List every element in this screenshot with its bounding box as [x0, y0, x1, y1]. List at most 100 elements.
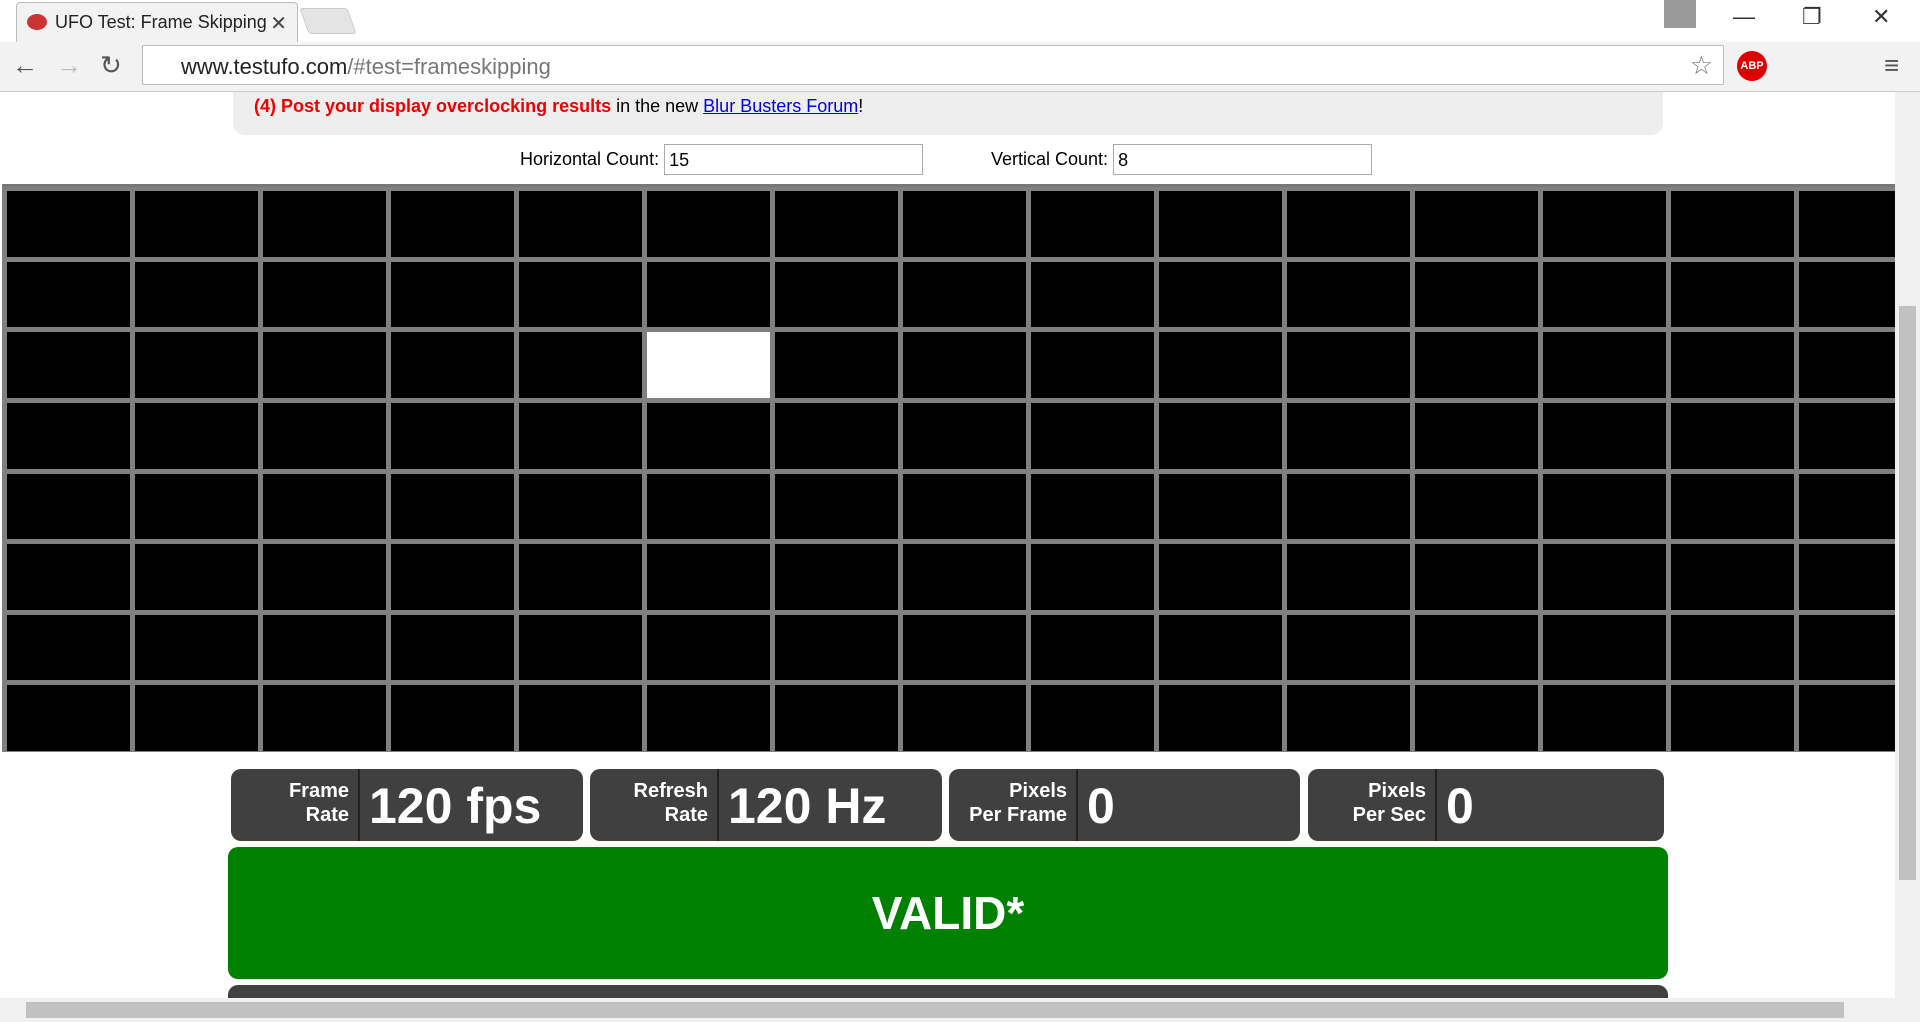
- info-box: (4) Post your display overclocking resul…: [233, 92, 1663, 135]
- grid-cell: [1031, 685, 1154, 751]
- grid-cell: [1799, 614, 1895, 681]
- stat-value: 120 Hz: [728, 778, 887, 834]
- vertical-count: Vertical Count: 8: [991, 144, 1373, 175]
- address-bar[interactable]: www.testufo.com/#test=frameskipping ☆: [142, 45, 1724, 85]
- reload[interactable]: ↻: [100, 50, 122, 80]
- grid-cell: [1671, 685, 1794, 751]
- grid-cell: [647, 473, 770, 540]
- grid-cell: [903, 261, 1026, 328]
- grid-cell: [263, 544, 386, 610]
- grid-cell: [1031, 402, 1154, 469]
- grid-cell: [391, 544, 514, 610]
- stat-label: Frame Rate: [231, 779, 349, 827]
- menu[interactable]: ≡: [1884, 50, 1900, 80]
- grid-cell: [1543, 473, 1666, 540]
- input[interactable]: 8: [1113, 144, 1373, 175]
- grid-cell: [775, 685, 898, 751]
- grid-cell: [1543, 685, 1666, 751]
- tab-title: UFO Test: Frame Skipping: [55, 12, 267, 32]
- grid-cell: [135, 332, 258, 398]
- stat-label-line: Rate: [664, 804, 708, 826]
- grid-cell: [1415, 544, 1538, 610]
- horizontal-count: Horizontal Count: 15: [520, 144, 924, 175]
- label: Horizontal Count:: [520, 149, 660, 169]
- close[interactable]: ✕: [1872, 4, 1891, 29]
- grid-cell: [1031, 473, 1154, 540]
- grid-cell: [1543, 402, 1666, 469]
- grid-cell: [7, 402, 130, 469]
- grid-cell: [1671, 191, 1794, 257]
- grid-cell: [1671, 402, 1794, 469]
- grid-cell: [1159, 191, 1282, 257]
- grid-cell: [1799, 685, 1895, 751]
- grid-cell: [519, 402, 642, 469]
- tab[interactable]: UFO Test: Frame Skipping ✕: [16, 2, 298, 42]
- forward[interactable]: →: [56, 50, 82, 80]
- grid-cell: [263, 402, 386, 469]
- grid-cell: [1159, 402, 1282, 469]
- grid-cell: [391, 473, 514, 540]
- grid-cell: [647, 402, 770, 469]
- grid-cell: [775, 332, 898, 398]
- grid-cell: [135, 191, 258, 257]
- grid-cell: [391, 191, 514, 257]
- stat-value: 120 fps: [369, 778, 542, 834]
- grid-cell: [7, 544, 130, 610]
- grid-cell: [1671, 614, 1794, 681]
- grid-cell: [775, 402, 898, 469]
- grid-cell: [1415, 261, 1538, 328]
- grid-cell: [1799, 332, 1895, 398]
- stat-box: Pixels Per Frame 0: [949, 769, 1300, 841]
- stat-label-line: Pixels: [1368, 780, 1426, 802]
- divider: [717, 769, 719, 841]
- grid-cell: [903, 544, 1026, 610]
- profile[interactable]: [1664, 0, 1696, 28]
- grid-cell: [903, 614, 1026, 681]
- grid-cell: [263, 614, 386, 681]
- stat-label-line: Per Frame: [969, 804, 1067, 826]
- tab-bar: UFO Test: Frame Skipping ✕ — ❐ ✕: [0, 0, 1920, 42]
- grid-cell: [391, 332, 514, 398]
- grid-cell: [1543, 191, 1666, 257]
- grid-cell: [519, 473, 642, 540]
- grid-cell: [7, 614, 130, 681]
- grid-cell: [263, 261, 386, 328]
- divider: [1076, 769, 1078, 841]
- stat-label-line: Frame: [288, 780, 349, 802]
- grid-cell: [135, 614, 258, 681]
- stat-value: 0: [1446, 778, 1474, 834]
- grid-cell: [1031, 544, 1154, 610]
- forum-link[interactable]: Blur Busters Forum: [703, 96, 859, 116]
- grid-cell: [647, 191, 770, 257]
- grid-cell: [519, 191, 642, 257]
- grid-cell: [647, 261, 770, 328]
- grid-cell: [1287, 685, 1410, 751]
- input[interactable]: 15: [664, 144, 924, 175]
- grid-cell: [135, 544, 258, 610]
- grid-cell: [1031, 191, 1154, 257]
- grid-cell: [647, 332, 770, 398]
- horizontal-scrollbar[interactable]: [0, 998, 1920, 1022]
- grid-cell: [1543, 332, 1666, 398]
- restore[interactable]: ❐: [1802, 4, 1822, 29]
- minimize[interactable]: —: [1733, 4, 1755, 29]
- back[interactable]: ←: [12, 50, 38, 80]
- url-host: www.testufo.com: [181, 54, 348, 79]
- vertical-scrollbar[interactable]: [1895, 92, 1920, 998]
- grid-cell: [1031, 332, 1154, 398]
- stat-label-line: Per Sec: [1352, 804, 1426, 826]
- grid-cell: [903, 402, 1026, 469]
- grid-cell: [1287, 614, 1410, 681]
- grid-cell: [1415, 332, 1538, 398]
- adblock[interactable]: ABP: [1737, 51, 1767, 81]
- grid-cell: [1543, 544, 1666, 610]
- grid-cell: [263, 191, 386, 257]
- grid-cell: [1799, 402, 1895, 469]
- new-tab[interactable]: [299, 8, 357, 34]
- grid-cell: [1671, 473, 1794, 540]
- grid-cell: [519, 685, 642, 751]
- grid-cell: [1543, 614, 1666, 681]
- grid-cell: [647, 685, 770, 751]
- grid-cell: [775, 614, 898, 681]
- grid-cell: [1415, 191, 1538, 257]
